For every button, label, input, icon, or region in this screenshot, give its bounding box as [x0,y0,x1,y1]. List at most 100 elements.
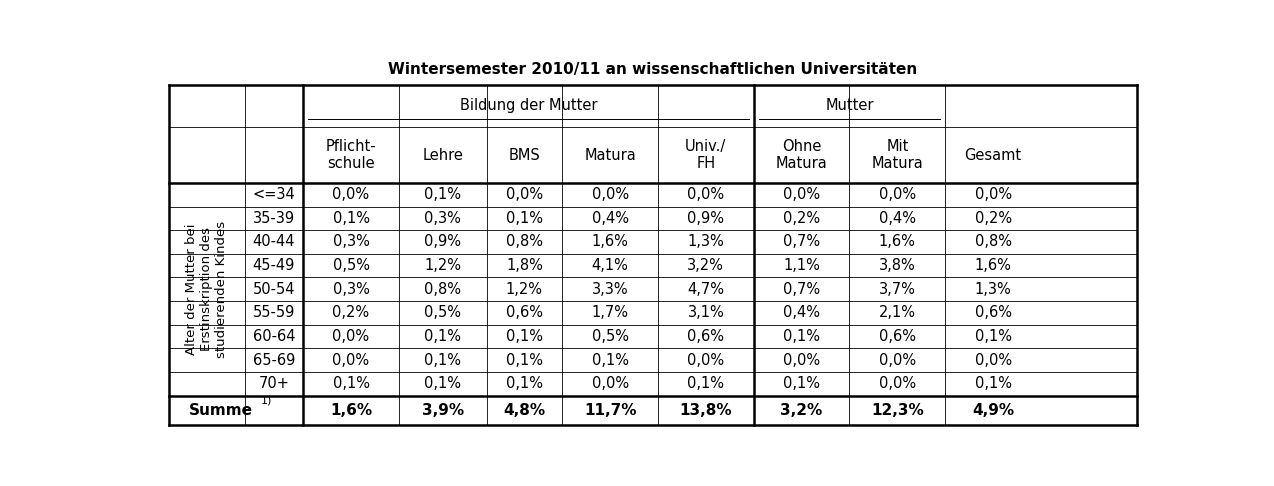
Text: 4,7%: 4,7% [688,282,725,297]
Text: 1,3%: 1,3% [688,234,724,249]
Text: 50-54: 50-54 [252,282,296,297]
Text: 0,2%: 0,2% [784,211,820,226]
Text: 1,6%: 1,6% [975,258,1012,273]
Text: 0,0%: 0,0% [333,329,369,344]
Text: 0,8%: 0,8% [506,234,543,249]
Text: 65-69: 65-69 [252,353,296,367]
Text: 0,1%: 0,1% [784,329,820,344]
Text: 0,1%: 0,1% [591,353,628,367]
Text: 1,2%: 1,2% [424,258,461,273]
Text: 1,6%: 1,6% [330,403,372,418]
Text: 0,0%: 0,0% [591,376,628,391]
Text: 1,3%: 1,3% [975,282,1012,297]
Text: 0,6%: 0,6% [688,329,725,344]
Text: 0,0%: 0,0% [506,187,543,202]
Text: 0,0%: 0,0% [975,353,1012,367]
Text: 0,0%: 0,0% [879,187,916,202]
Text: 3,2%: 3,2% [781,403,823,418]
Text: <=34: <=34 [252,187,296,202]
Text: 1,6%: 1,6% [879,234,916,249]
Text: 0,0%: 0,0% [687,353,725,367]
Text: 0,0%: 0,0% [784,353,820,367]
Text: Gesamt: Gesamt [964,148,1022,162]
Text: 1,6%: 1,6% [591,234,628,249]
Text: 0,1%: 0,1% [333,376,369,391]
Text: 2,1%: 2,1% [879,305,916,320]
Text: 0,1%: 0,1% [424,329,461,344]
Text: 0,0%: 0,0% [879,353,916,367]
Text: 0,0%: 0,0% [879,376,916,391]
Text: 0,1%: 0,1% [424,187,461,202]
Text: 0,3%: 0,3% [333,282,369,297]
Text: 0,1%: 0,1% [333,211,369,226]
Text: 0,4%: 0,4% [784,305,820,320]
Text: 1,1%: 1,1% [784,258,820,273]
Text: Summe: Summe [190,403,254,418]
Text: 0,9%: 0,9% [688,211,725,226]
Text: 3,9%: 3,9% [422,403,464,418]
Text: 0,3%: 0,3% [424,211,461,226]
Text: Univ./
FH: Univ./ FH [685,139,726,171]
Text: 55-59: 55-59 [252,305,296,320]
Text: 0,8%: 0,8% [424,282,461,297]
Text: 35-39: 35-39 [252,211,296,226]
Text: 0,7%: 0,7% [784,282,820,297]
Text: Lehre: Lehre [423,148,464,162]
Text: 0,6%: 0,6% [879,329,916,344]
Text: 0,0%: 0,0% [687,187,725,202]
Text: 0,1%: 0,1% [975,376,1012,391]
Text: 0,6%: 0,6% [506,305,543,320]
Text: 0,7%: 0,7% [784,234,820,249]
Text: 3,2%: 3,2% [688,258,725,273]
Text: 0,1%: 0,1% [784,376,820,391]
Text: 0,3%: 0,3% [333,234,369,249]
Text: Wintersemester 2010/11 an wissenschaftlichen Universitäten: Wintersemester 2010/11 an wissenschaftli… [389,62,917,77]
Text: 3,1%: 3,1% [688,305,724,320]
Text: 0,5%: 0,5% [591,329,628,344]
Text: 0,0%: 0,0% [333,353,369,367]
Text: Pflicht-
schule: Pflicht- schule [326,139,376,171]
Text: 0,5%: 0,5% [424,305,461,320]
Text: 0,4%: 0,4% [591,211,628,226]
Text: 4,9%: 4,9% [972,403,1014,418]
Text: 0,1%: 0,1% [506,376,543,391]
Text: Alter der Mutter bei
Erstinskription des
studierenden Kindes: Alter der Mutter bei Erstinskription des… [186,221,228,358]
Text: 0,0%: 0,0% [975,187,1012,202]
Text: 1,8%: 1,8% [506,258,543,273]
Text: 4,1%: 4,1% [591,258,628,273]
Text: 11,7%: 11,7% [583,403,636,418]
Text: 0,5%: 0,5% [333,258,369,273]
Text: 45-49: 45-49 [252,258,296,273]
Text: 0,1%: 0,1% [424,376,461,391]
Text: 0,1%: 0,1% [688,376,725,391]
Text: 0,0%: 0,0% [784,187,820,202]
Text: 0,1%: 0,1% [424,353,461,367]
Text: 13,8%: 13,8% [679,403,733,418]
Text: 3,8%: 3,8% [879,258,916,273]
Text: 3,7%: 3,7% [879,282,916,297]
Text: 0,1%: 0,1% [506,329,543,344]
Text: 0,6%: 0,6% [975,305,1012,320]
Text: BMS: BMS [508,148,540,162]
Text: Matura: Matura [585,148,636,162]
Text: Ohne
Matura: Ohne Matura [776,139,828,171]
Text: 0,2%: 0,2% [333,305,369,320]
Text: 0,2%: 0,2% [975,211,1012,226]
Text: 0,0%: 0,0% [333,187,369,202]
Text: 0,8%: 0,8% [975,234,1012,249]
Text: 1): 1) [261,396,273,406]
Text: Mutter: Mutter [826,98,874,113]
Text: 0,1%: 0,1% [975,329,1012,344]
Text: 0,4%: 0,4% [879,211,916,226]
Text: 12,3%: 12,3% [871,403,924,418]
Text: Mit
Matura: Mit Matura [871,139,924,171]
Text: 0,0%: 0,0% [591,187,628,202]
Text: 1,2%: 1,2% [506,282,543,297]
Text: 0,9%: 0,9% [424,234,461,249]
Text: 60-64: 60-64 [252,329,296,344]
Text: 0,1%: 0,1% [506,211,543,226]
Text: 70+: 70+ [259,376,289,391]
Text: 40-44: 40-44 [252,234,296,249]
Text: 0,1%: 0,1% [506,353,543,367]
Text: 1,7%: 1,7% [591,305,628,320]
